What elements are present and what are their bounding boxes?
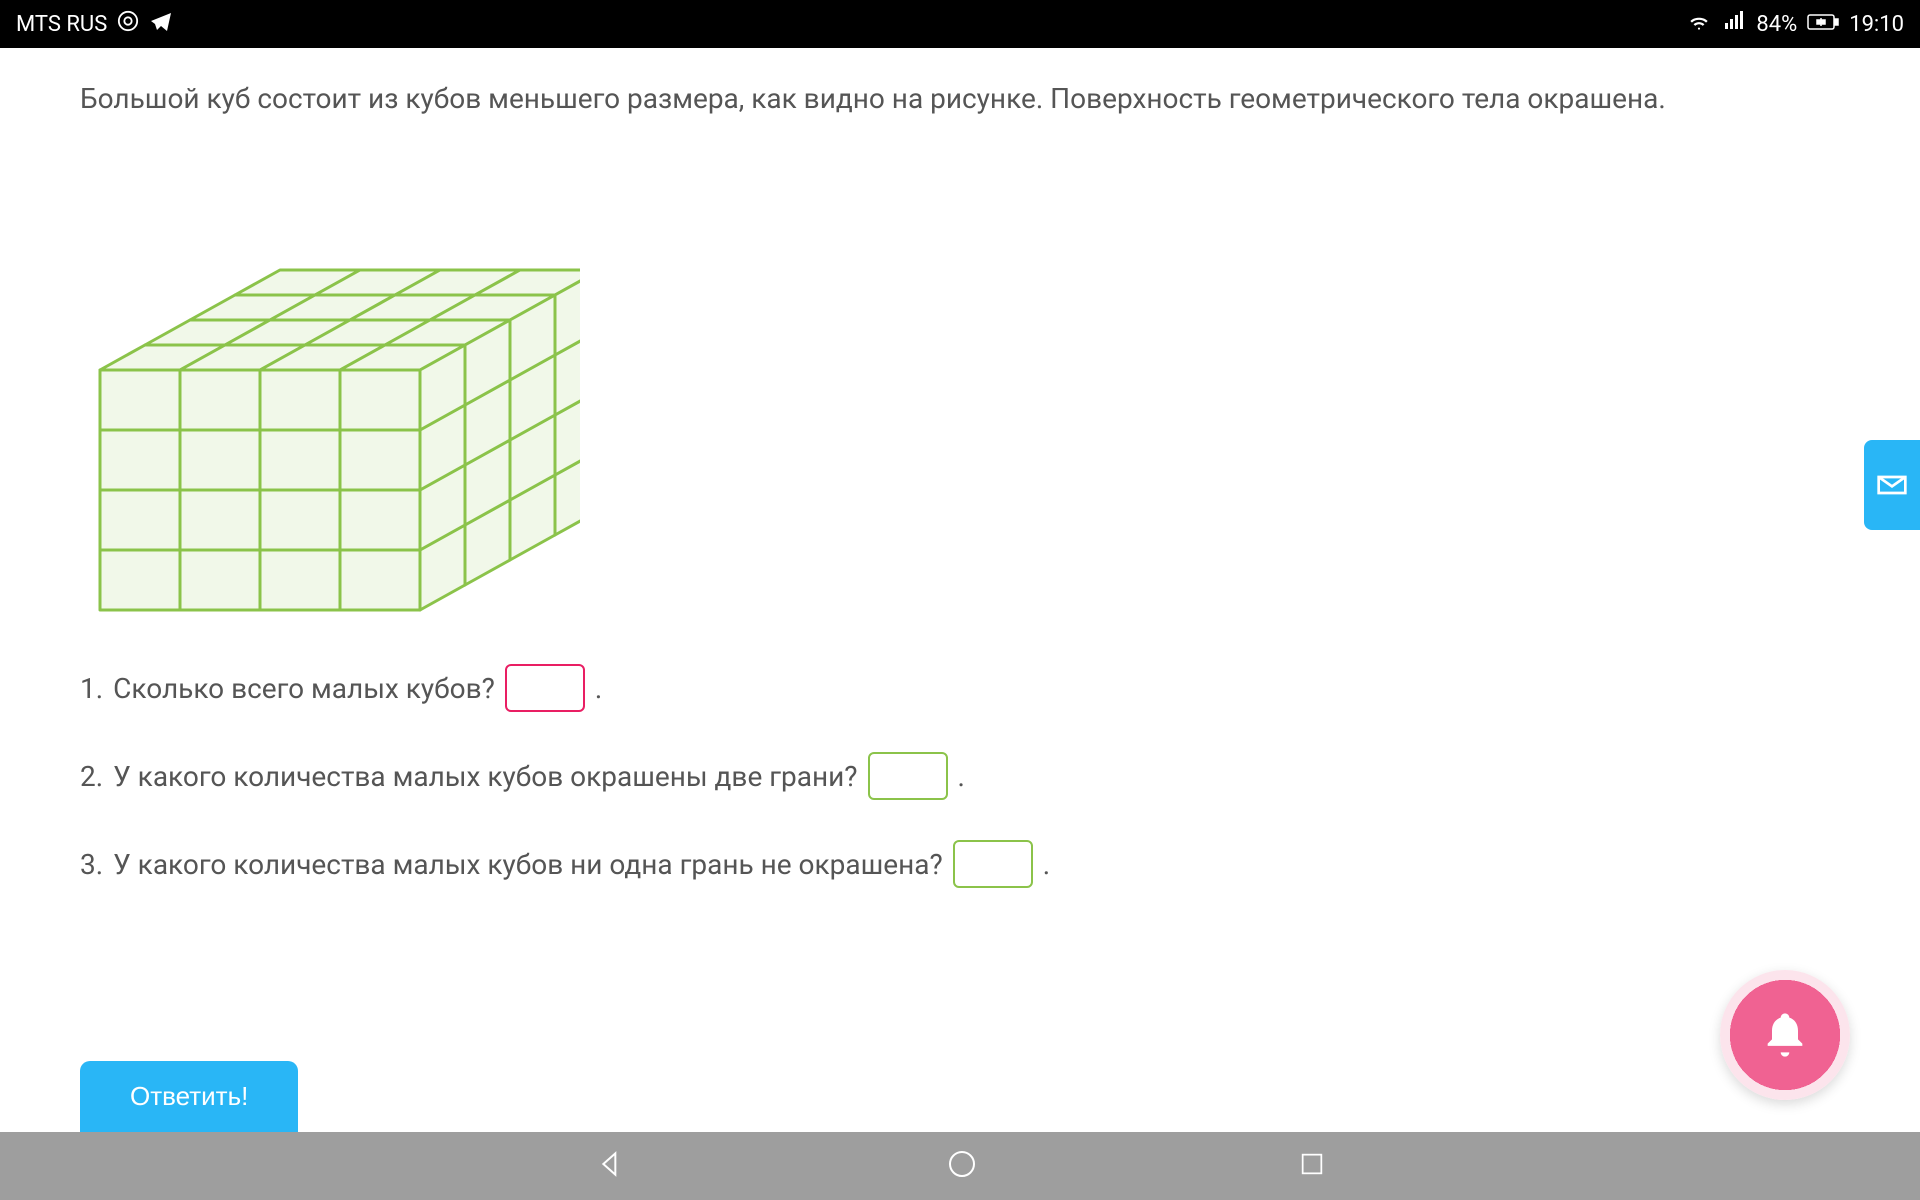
mail-icon <box>1876 469 1908 501</box>
telegram-icon <box>149 9 173 39</box>
content-area: Большой куб состоит из кубов меньшего ра… <box>40 48 1880 1132</box>
chrome-icon <box>117 10 139 38</box>
period: . <box>958 760 965 793</box>
period: . <box>1043 848 1050 881</box>
question-1-text: Сколько всего малых кубов? <box>113 672 495 705</box>
time-label: 19:10 <box>1849 12 1904 37</box>
question-2: 2. У какого количества малых кубов окраш… <box>80 752 1840 800</box>
notification-button[interactable] <box>1720 970 1850 1100</box>
question-2-num: 2. <box>80 760 103 793</box>
answer-input-3[interactable] <box>953 840 1033 888</box>
question-3-text: У какого количества малых кубов ни одна … <box>113 848 943 881</box>
battery-pct: 84% <box>1756 12 1797 37</box>
question-3-num: 3. <box>80 848 103 881</box>
cube-diagram <box>80 150 1840 624</box>
answer-input-1[interactable] <box>505 664 585 712</box>
mail-tab-button[interactable] <box>1864 440 1920 530</box>
question-1: 1. Сколько всего малых кубов? . <box>80 664 1840 712</box>
answer-input-2[interactable] <box>868 752 948 800</box>
android-nav-bar <box>0 1132 1920 1200</box>
cube-svg <box>80 150 580 620</box>
carrier-label: MTS RUS <box>16 12 107 37</box>
android-status-bar: MTS RUS 84% 19:10 <box>0 0 1920 48</box>
question-2-text: У какого количества малых кубов окрашены… <box>113 760 857 793</box>
problem-description: Большой куб состоит из кубов меньшего ра… <box>80 78 1840 120</box>
signal-icon <box>1722 9 1746 39</box>
wifi-icon <box>1686 8 1712 40</box>
question-1-num: 1. <box>80 672 103 705</box>
status-right: 84% 19:10 <box>1686 8 1904 40</box>
question-3: 3. У какого количества малых кубов ни од… <box>80 840 1840 888</box>
status-left: MTS RUS <box>16 9 173 39</box>
nav-back-button[interactable] <box>594 1148 626 1184</box>
nav-home-button[interactable] <box>946 1148 978 1184</box>
battery-icon <box>1807 12 1839 37</box>
period: . <box>595 672 602 705</box>
submit-button[interactable]: Ответить! <box>80 1061 298 1132</box>
nav-recent-button[interactable] <box>1298 1150 1326 1182</box>
bell-icon <box>1759 1009 1811 1061</box>
